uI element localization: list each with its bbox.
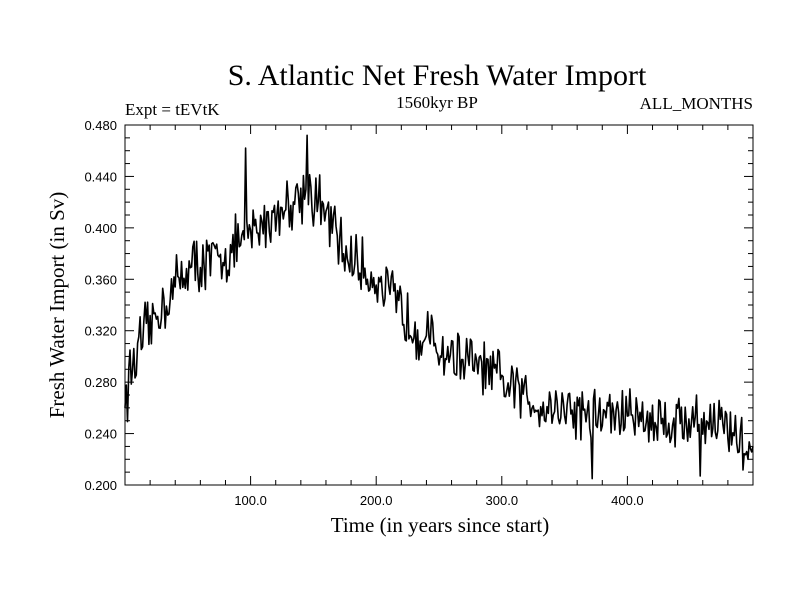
y-tick-label: 0.280 [84, 375, 117, 390]
x-tick-label: 300.0 [486, 493, 519, 508]
plot-frame [124, 124, 754, 486]
months-label: ALL_MONTHS [640, 94, 753, 113]
chart-title: S. Atlantic Net Fresh Water Import [228, 59, 647, 92]
x-axis-label: Time (in years since start) [331, 513, 550, 537]
series-line [124, 134, 754, 480]
y-tick-label: 0.320 [84, 324, 117, 339]
y-tick-label: 0.400 [84, 221, 117, 236]
y-tick-label: 0.240 [84, 427, 117, 442]
y-tick-label: 0.440 [84, 169, 117, 184]
plot-area: 100.0 200.0 300.0 400.0 0.200 0.240 0.280 0.320… [84, 118, 754, 508]
y-axis-label: Fresh Water Import (in Sv) [45, 192, 69, 419]
y-tick-label: 0.480 [84, 118, 117, 133]
x-tick-label: 100.0 [234, 493, 267, 508]
y-tick-label: 0.200 [84, 478, 117, 493]
period-label: 1560kyr BP [396, 93, 478, 112]
x-tick-label: 200.0 [360, 493, 393, 508]
x-tick-label: 400.0 [611, 493, 644, 508]
experiment-label: Expt = tEVtK [125, 100, 220, 119]
y-tick-label: 0.360 [84, 272, 117, 287]
